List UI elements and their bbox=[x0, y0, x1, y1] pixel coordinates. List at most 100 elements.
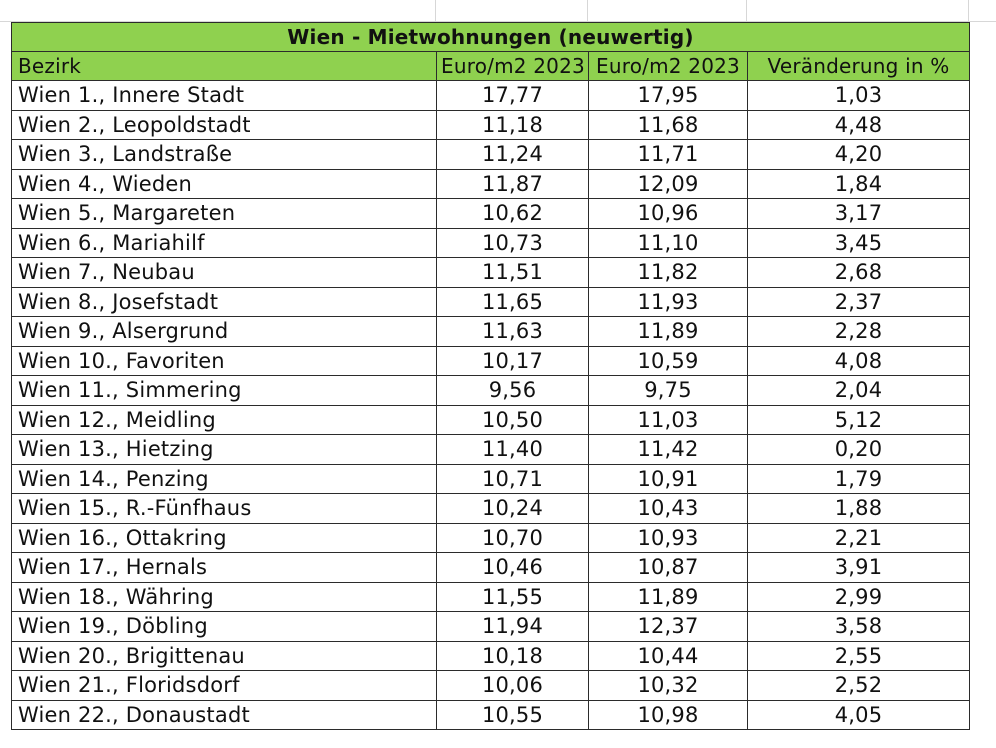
euro-m2-second-cell[interactable]: 11,42 bbox=[588, 434, 748, 465]
change-percent-cell[interactable]: 2,04 bbox=[746, 375, 971, 406]
euro-m2-first-cell[interactable]: 11,87 bbox=[436, 168, 589, 199]
column-gridline bbox=[587, 0, 588, 21]
euro-m2-second-cell[interactable]: 11,93 bbox=[588, 286, 748, 317]
bezirk-cell[interactable]: Wien 1., Innere Stadt bbox=[11, 80, 437, 111]
change-percent-cell[interactable]: 0,20 bbox=[746, 434, 971, 465]
euro-m2-second-cell[interactable]: 10,96 bbox=[588, 198, 748, 229]
bezirk-cell[interactable]: Wien 21., Floridsdorf bbox=[11, 670, 437, 701]
table-row: Wien 9., Alsergrund 11,63 11,89 2,28 bbox=[11, 316, 971, 347]
change-percent-cell[interactable]: 2,68 bbox=[746, 257, 971, 288]
euro-m2-first-cell[interactable]: 10,46 bbox=[436, 552, 589, 583]
euro-m2-first-cell[interactable]: 10,17 bbox=[436, 345, 589, 376]
euro-m2-second-cell[interactable]: 11,68 bbox=[588, 109, 748, 140]
euro-m2-second-cell[interactable]: 9,75 bbox=[588, 375, 748, 406]
euro-m2-first-cell[interactable]: 11,24 bbox=[436, 139, 589, 170]
euro-m2-second-cell[interactable]: 10,59 bbox=[588, 345, 748, 376]
euro-m2-second-cell[interactable]: 12,37 bbox=[588, 611, 748, 642]
euro-m2-second-cell[interactable]: 17,95 bbox=[588, 80, 748, 111]
euro-m2-first-cell[interactable]: 11,65 bbox=[436, 286, 589, 317]
table-row: Wien 11., Simmering 9,56 9,75 2,04 bbox=[11, 375, 971, 406]
bezirk-cell[interactable]: Wien 15., R.-Fünfhaus bbox=[11, 493, 437, 524]
change-percent-cell[interactable]: 1,79 bbox=[746, 463, 971, 494]
header-cell-euro-m2-second[interactable]: Euro/m2 2023 bbox=[588, 51, 748, 81]
change-percent-cell[interactable]: 2,37 bbox=[746, 286, 971, 317]
change-percent-cell[interactable]: 4,08 bbox=[746, 345, 971, 376]
euro-m2-second-cell[interactable]: 10,32 bbox=[588, 670, 748, 701]
bezirk-cell[interactable]: Wien 9., Alsergrund bbox=[11, 316, 437, 347]
bezirk-cell[interactable]: Wien 10., Favoriten bbox=[11, 345, 437, 376]
table-row: Wien 22., Donaustadt 10,55 10,98 4,05 bbox=[11, 699, 971, 730]
euro-m2-second-cell[interactable]: 11,03 bbox=[588, 404, 748, 435]
euro-m2-second-cell[interactable]: 12,09 bbox=[588, 168, 748, 199]
bezirk-cell[interactable]: Wien 17., Hernals bbox=[11, 552, 437, 583]
header-cell-euro-m2-first[interactable]: Euro/m2 2023 bbox=[436, 51, 589, 81]
bezirk-cell[interactable]: Wien 11., Simmering bbox=[11, 375, 437, 406]
euro-m2-first-cell[interactable]: 10,18 bbox=[436, 640, 589, 671]
change-percent-cell[interactable]: 4,05 bbox=[746, 699, 971, 730]
euro-m2-first-cell[interactable]: 9,56 bbox=[436, 375, 589, 406]
euro-m2-first-cell[interactable]: 10,70 bbox=[436, 522, 589, 553]
euro-m2-first-cell[interactable]: 17,77 bbox=[436, 80, 589, 111]
euro-m2-second-cell[interactable]: 10,98 bbox=[588, 699, 748, 730]
bezirk-cell[interactable]: Wien 2., Leopoldstadt bbox=[11, 109, 437, 140]
euro-m2-second-cell[interactable]: 11,10 bbox=[588, 227, 748, 258]
euro-m2-second-cell[interactable]: 11,82 bbox=[588, 257, 748, 288]
bezirk-cell[interactable]: Wien 16., Ottakring bbox=[11, 522, 437, 553]
bezirk-cell[interactable]: Wien 12., Meidling bbox=[11, 404, 437, 435]
bezirk-cell[interactable]: Wien 14., Penzing bbox=[11, 463, 437, 494]
bezirk-cell[interactable]: Wien 13., Hietzing bbox=[11, 434, 437, 465]
change-percent-cell[interactable]: 3,17 bbox=[746, 198, 971, 229]
euro-m2-first-cell[interactable]: 11,63 bbox=[436, 316, 589, 347]
bezirk-cell[interactable]: Wien 6., Mariahilf bbox=[11, 227, 437, 258]
change-percent-cell[interactable]: 1,88 bbox=[746, 493, 971, 524]
euro-m2-second-cell[interactable]: 10,44 bbox=[588, 640, 748, 671]
euro-m2-second-cell[interactable]: 11,71 bbox=[588, 139, 748, 170]
euro-m2-first-cell[interactable]: 11,40 bbox=[436, 434, 589, 465]
bezirk-cell[interactable]: Wien 22., Donaustadt bbox=[11, 699, 437, 730]
table-title-cell[interactable]: Wien - Mietwohnungen (neuwertig) bbox=[10, 22, 971, 52]
euro-m2-first-cell[interactable]: 10,55 bbox=[436, 699, 589, 730]
change-percent-cell[interactable]: 2,52 bbox=[746, 670, 971, 701]
bezirk-cell[interactable]: Wien 8., Josefstadt bbox=[11, 286, 437, 317]
change-percent-cell[interactable]: 3,45 bbox=[746, 227, 971, 258]
euro-m2-first-cell[interactable]: 11,94 bbox=[436, 611, 589, 642]
change-percent-cell[interactable]: 4,48 bbox=[746, 109, 971, 140]
euro-m2-second-cell[interactable]: 10,87 bbox=[588, 552, 748, 583]
change-percent-cell[interactable]: 5,12 bbox=[746, 404, 971, 435]
header-cell-change-percent[interactable]: Veränderung in % bbox=[746, 51, 971, 81]
bezirk-cell[interactable]: Wien 19., Döbling bbox=[11, 611, 437, 642]
euro-m2-first-cell[interactable]: 11,18 bbox=[436, 109, 589, 140]
change-percent-cell[interactable]: 1,03 bbox=[746, 80, 971, 111]
change-percent-cell[interactable]: 3,91 bbox=[746, 552, 971, 583]
bezirk-cell[interactable]: Wien 5., Margareten bbox=[11, 198, 437, 229]
euro-m2-first-cell[interactable]: 10,62 bbox=[436, 198, 589, 229]
change-percent-cell[interactable]: 2,99 bbox=[746, 581, 971, 612]
bezirk-cell[interactable]: Wien 20., Brigittenau bbox=[11, 640, 437, 671]
euro-m2-first-cell[interactable]: 10,06 bbox=[436, 670, 589, 701]
bezirk-cell[interactable]: Wien 7., Neubau bbox=[11, 257, 437, 288]
euro-m2-second-cell[interactable]: 10,43 bbox=[588, 493, 748, 524]
change-percent-cell[interactable]: 2,55 bbox=[746, 640, 971, 671]
empty-spreadsheet-row[interactable] bbox=[0, 0, 996, 22]
bezirk-cell[interactable]: Wien 4., Wieden bbox=[11, 168, 437, 199]
table-row: Wien 13., Hietzing 11,40 11,42 0,20 bbox=[11, 434, 971, 465]
change-percent-cell[interactable]: 2,28 bbox=[746, 316, 971, 347]
euro-m2-first-cell[interactable]: 10,50 bbox=[436, 404, 589, 435]
bezirk-cell[interactable]: Wien 3., Landstraße bbox=[11, 139, 437, 170]
change-percent-cell[interactable]: 1,84 bbox=[746, 168, 971, 199]
bezirk-cell[interactable]: Wien 18., Währing bbox=[11, 581, 437, 612]
euro-m2-second-cell[interactable]: 11,89 bbox=[588, 316, 748, 347]
euro-m2-second-cell[interactable]: 10,93 bbox=[588, 522, 748, 553]
euro-m2-first-cell[interactable]: 10,73 bbox=[436, 227, 589, 258]
euro-m2-second-cell[interactable]: 10,91 bbox=[588, 463, 748, 494]
euro-m2-first-cell[interactable]: 10,71 bbox=[436, 463, 589, 494]
change-percent-cell[interactable]: 3,58 bbox=[746, 611, 971, 642]
header-cell-bezirk[interactable]: Bezirk bbox=[11, 51, 437, 81]
euro-m2-first-cell[interactable]: 11,51 bbox=[436, 257, 589, 288]
euro-m2-second-cell[interactable]: 11,89 bbox=[588, 581, 748, 612]
euro-m2-first-cell[interactable]: 11,55 bbox=[436, 581, 589, 612]
table-title-row: Wien - Mietwohnungen (neuwertig) bbox=[10, 22, 971, 52]
euro-m2-first-cell[interactable]: 10,24 bbox=[436, 493, 589, 524]
change-percent-cell[interactable]: 4,20 bbox=[746, 139, 971, 170]
change-percent-cell[interactable]: 2,21 bbox=[746, 522, 971, 553]
